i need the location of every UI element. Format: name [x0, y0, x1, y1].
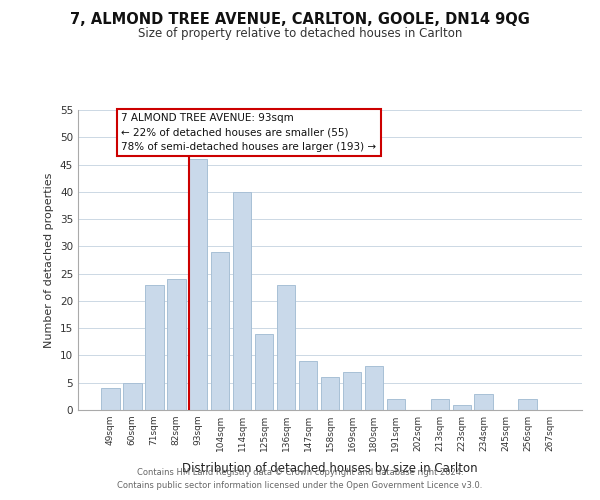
Bar — [343, 372, 361, 410]
Bar — [365, 366, 383, 410]
Bar — [277, 284, 295, 410]
Bar — [233, 192, 251, 410]
Text: Contains HM Land Registry data © Crown copyright and database right 2024.: Contains HM Land Registry data © Crown c… — [137, 468, 463, 477]
Bar — [101, 388, 119, 410]
Bar — [145, 284, 164, 410]
Text: Contains public sector information licensed under the Open Government Licence v3: Contains public sector information licen… — [118, 480, 482, 490]
Bar — [211, 252, 229, 410]
Bar — [452, 404, 471, 410]
Bar — [475, 394, 493, 410]
Bar — [189, 159, 208, 410]
Y-axis label: Number of detached properties: Number of detached properties — [44, 172, 55, 348]
Text: 7, ALMOND TREE AVENUE, CARLTON, GOOLE, DN14 9QG: 7, ALMOND TREE AVENUE, CARLTON, GOOLE, D… — [70, 12, 530, 28]
Bar — [123, 382, 142, 410]
Bar — [320, 378, 340, 410]
X-axis label: Distribution of detached houses by size in Carlton: Distribution of detached houses by size … — [182, 462, 478, 475]
Bar — [431, 399, 449, 410]
Bar — [299, 361, 317, 410]
Text: 7 ALMOND TREE AVENUE: 93sqm
← 22% of detached houses are smaller (55)
78% of sem: 7 ALMOND TREE AVENUE: 93sqm ← 22% of det… — [121, 112, 376, 152]
Bar — [386, 399, 405, 410]
Bar — [167, 279, 185, 410]
Bar — [255, 334, 274, 410]
Bar — [518, 399, 537, 410]
Text: Size of property relative to detached houses in Carlton: Size of property relative to detached ho… — [138, 28, 462, 40]
